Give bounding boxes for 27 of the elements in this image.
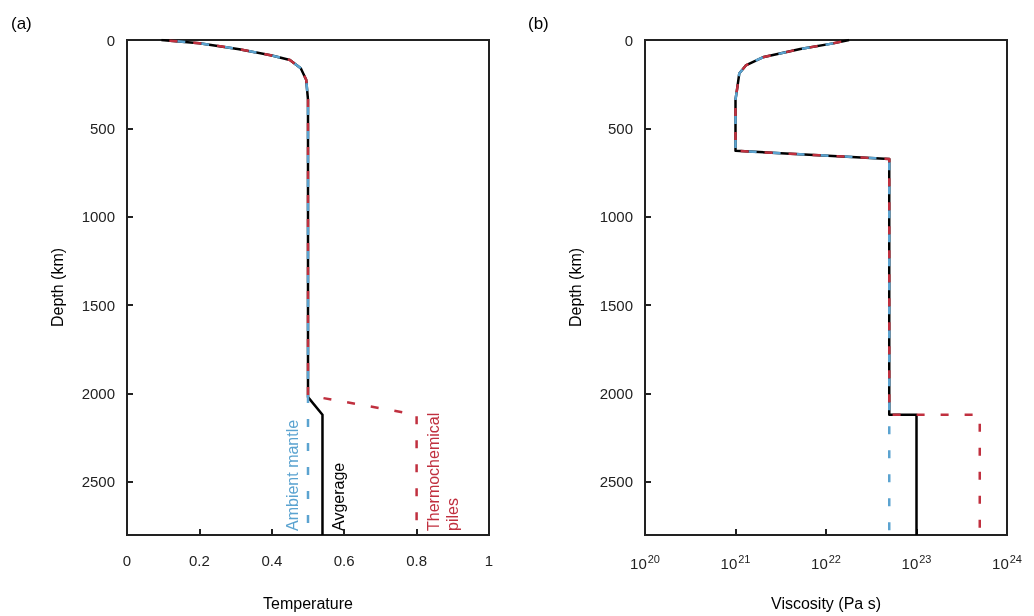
y-tick-label: 1500 xyxy=(81,296,115,314)
x-tick-label: 0.2 xyxy=(188,552,210,569)
text: Avgerage xyxy=(329,462,347,531)
y-tick-label: 500 xyxy=(607,119,633,137)
x-tick-label: 0.4 xyxy=(261,552,283,569)
y-tick-label: 1500 xyxy=(599,296,633,314)
x-tick-label: 0.8 xyxy=(406,552,428,569)
x-axis-title: Viscosity (Pa s) xyxy=(771,594,881,612)
y-tick-label: 0 xyxy=(624,31,633,49)
y-tick-label: 0 xyxy=(106,31,115,49)
y-axis-title: Depth (km) xyxy=(48,247,66,328)
x-tick-label: 1 xyxy=(484,552,494,569)
y-tick-label: 500 xyxy=(89,119,115,137)
y-axis-title: Depth (km) xyxy=(566,247,584,328)
y-tick-label: 1000 xyxy=(81,208,115,226)
y-tick-label: 2000 xyxy=(81,385,115,403)
y-tick-label: 2000 xyxy=(599,385,633,403)
y-tick-label: 2500 xyxy=(599,473,633,491)
y-tick-label: 1000 xyxy=(599,208,633,226)
x-axis-title: Temperature xyxy=(263,594,354,612)
chart-title: (b) xyxy=(528,14,549,33)
text: Ambient mantle xyxy=(283,419,301,531)
x-tick-label: 0 xyxy=(122,552,132,569)
text: Thermochemical piles xyxy=(424,412,461,531)
chart-title: (a) xyxy=(11,14,32,33)
y-tick-label: 2500 xyxy=(81,473,115,491)
x-tick-label: 0.6 xyxy=(333,552,355,569)
